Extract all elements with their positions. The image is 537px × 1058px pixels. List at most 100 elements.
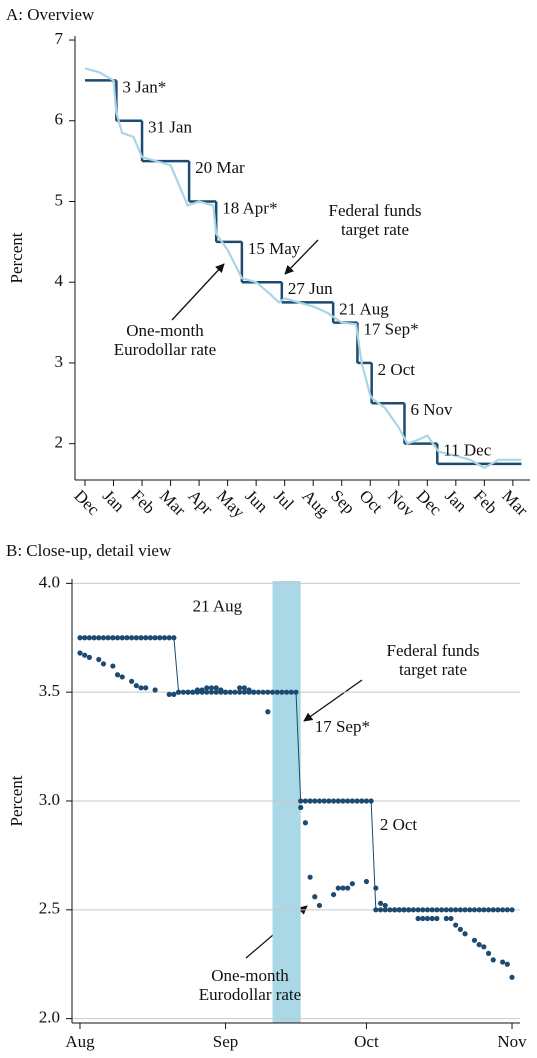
point (373, 907, 379, 913)
y-tick-label: 2 (55, 433, 64, 452)
point (485, 950, 492, 956)
point (500, 907, 506, 913)
point (129, 678, 135, 684)
point (481, 944, 487, 950)
point (335, 885, 341, 891)
point (354, 798, 360, 804)
point (434, 907, 440, 913)
point (330, 891, 337, 898)
x-tick-label: Oct (356, 486, 387, 517)
point (377, 907, 384, 913)
point (424, 915, 431, 922)
point (114, 635, 121, 641)
point (495, 907, 501, 913)
point (124, 635, 130, 641)
point (415, 907, 421, 913)
point (424, 907, 431, 913)
point (312, 798, 318, 804)
annotation: 17 Sep* (315, 717, 370, 736)
point (471, 937, 478, 943)
point (86, 654, 92, 660)
point (100, 635, 107, 641)
point (213, 689, 219, 695)
annotation: 6 Nov (410, 400, 453, 419)
point (500, 959, 506, 965)
point (457, 907, 463, 913)
x-tick-label: Dec (70, 486, 103, 519)
annotation: 27 Jun (288, 279, 333, 298)
point (82, 635, 88, 641)
point (359, 798, 365, 804)
annotation: 15 May (248, 239, 301, 258)
point (485, 907, 492, 913)
x-tick-label: Jun (242, 486, 272, 516)
x-tick-label: Aug (299, 486, 333, 520)
point (307, 874, 313, 880)
point (171, 691, 177, 697)
point (199, 687, 205, 693)
x-tick-label: Oct (354, 1032, 379, 1051)
point (133, 683, 139, 689)
point (166, 635, 172, 641)
shaded-span (272, 581, 301, 1023)
point (208, 689, 215, 695)
point (382, 902, 388, 909)
x-tick-label: Sep (213, 1032, 239, 1051)
point (180, 689, 186, 695)
y-tick-label: 5 (55, 190, 64, 209)
panel-title: B: Close-up, detail view (6, 541, 172, 560)
x-tick-label: Nov (497, 1032, 527, 1051)
point (349, 798, 355, 804)
annotation: 3 Jan* (122, 77, 166, 96)
point (241, 689, 247, 695)
y-tick-label: 4.0 (39, 572, 60, 591)
point (237, 685, 243, 691)
point (321, 798, 327, 804)
point (133, 635, 139, 641)
point (326, 798, 332, 804)
annotation: 31 Jan (148, 118, 192, 137)
x-tick-label: Jan (99, 486, 129, 516)
x-tick-label: Sep (327, 486, 358, 517)
point (171, 635, 177, 641)
point (100, 661, 107, 667)
point (340, 798, 346, 804)
point (429, 915, 435, 922)
point (114, 672, 121, 678)
point (190, 689, 196, 695)
point (269, 689, 276, 695)
annotation: 11 Dec (443, 441, 491, 460)
point (213, 685, 219, 691)
panel-title: A: Overview (6, 5, 95, 24)
point (330, 798, 337, 804)
x-tick-label: Nov (384, 486, 418, 520)
point (218, 687, 224, 693)
point (222, 689, 229, 695)
point (194, 687, 200, 693)
y-tick-label: 7 (55, 29, 64, 48)
point (265, 709, 271, 715)
point (241, 685, 247, 691)
point (481, 907, 487, 913)
x-tick-label: Mar (498, 486, 532, 520)
point (420, 907, 426, 913)
series-label: Federal funds target rate (328, 201, 422, 239)
point (175, 689, 182, 695)
x-tick-label: Dec (413, 486, 446, 519)
point (471, 907, 478, 913)
point (110, 635, 116, 641)
point (453, 922, 459, 928)
y-tick-label: 4 (55, 271, 64, 290)
y-tick-label: 6 (55, 110, 64, 129)
point (237, 689, 243, 695)
point (204, 685, 210, 691)
point (448, 915, 454, 922)
point (467, 907, 473, 913)
point (274, 689, 280, 695)
point (96, 656, 102, 663)
point (246, 687, 252, 693)
point (227, 689, 233, 695)
point (429, 907, 435, 913)
point (504, 961, 510, 967)
